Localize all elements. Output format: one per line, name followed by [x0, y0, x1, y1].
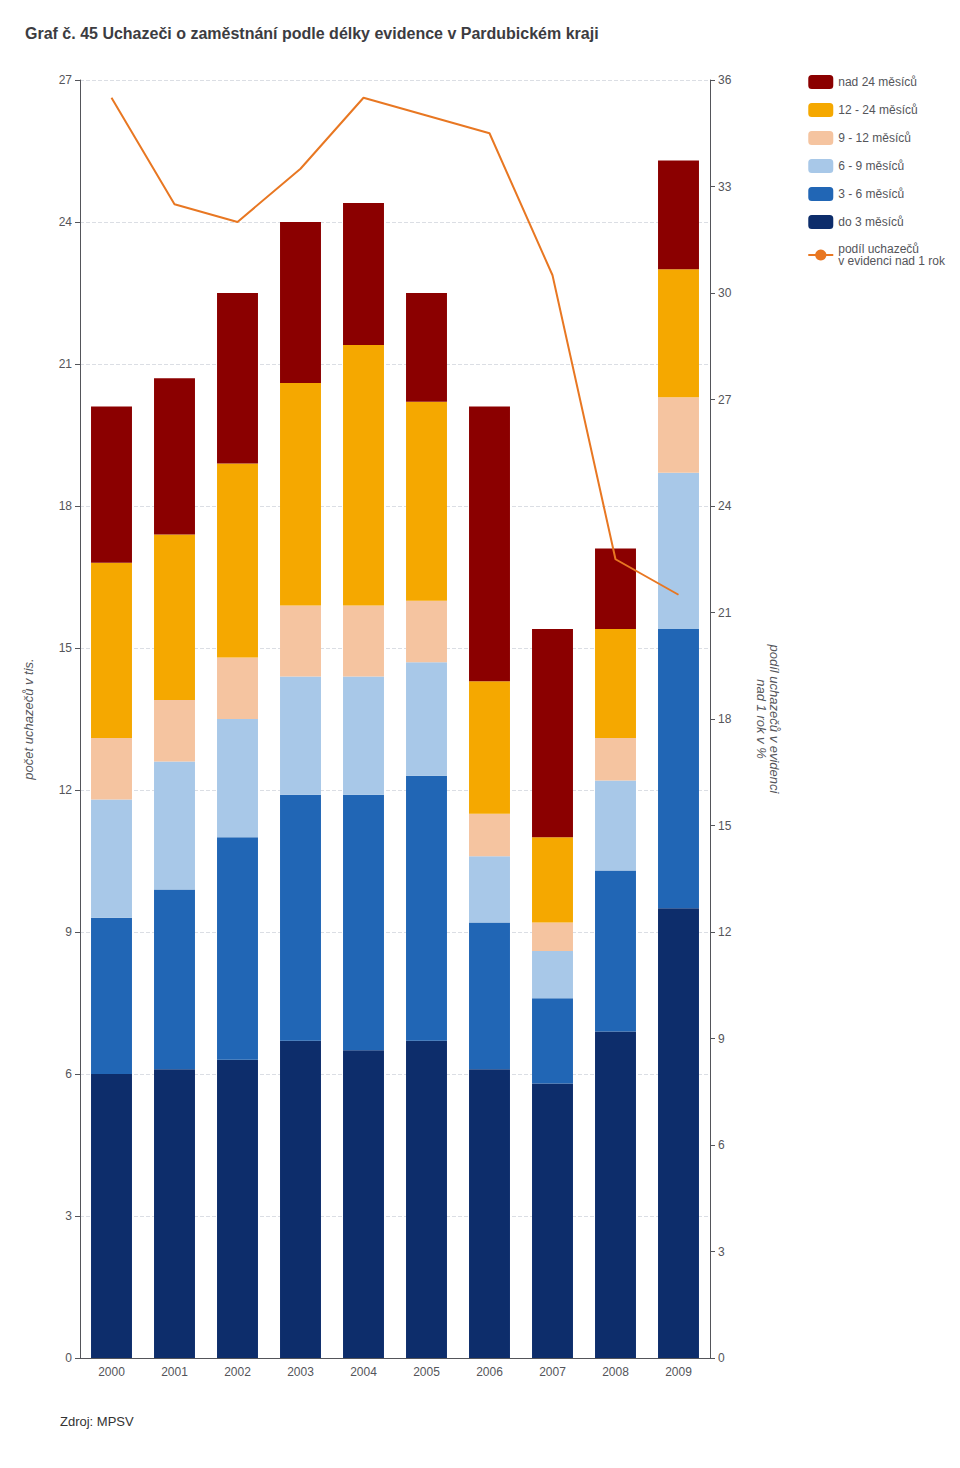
svg-text:2009: 2009	[665, 1365, 692, 1379]
svg-text:15: 15	[59, 641, 73, 655]
svg-text:3: 3	[65, 1209, 72, 1223]
svg-text:nad 1 rok v %: nad 1 rok v %	[754, 679, 769, 759]
svg-text:15: 15	[718, 819, 732, 833]
svg-text:30: 30	[718, 286, 732, 300]
svg-text:2007: 2007	[539, 1365, 566, 1379]
svg-text:do 3 měsíců: do 3 měsíců	[838, 215, 903, 229]
svg-text:2006: 2006	[476, 1365, 503, 1379]
svg-text:3 - 6 měsíců: 3 - 6 měsíců	[838, 187, 904, 201]
svg-text:Graf č. 45 Uchazeči o zaměstná: Graf č. 45 Uchazeči o zaměstnání podle d…	[25, 25, 599, 42]
svg-text:3: 3	[718, 1245, 725, 1259]
svg-text:2005: 2005	[413, 1365, 440, 1379]
svg-text:2002: 2002	[224, 1365, 251, 1379]
svg-text:2000: 2000	[98, 1365, 125, 1379]
svg-text:21: 21	[718, 606, 732, 620]
svg-text:27: 27	[59, 73, 73, 87]
svg-text:27: 27	[718, 393, 732, 407]
svg-text:Zdroj: MPSV: Zdroj: MPSV	[60, 1414, 134, 1429]
svg-text:12: 12	[718, 925, 732, 939]
svg-text:v evidenci nad 1 rok: v evidenci nad 1 rok	[838, 254, 946, 268]
svg-text:0: 0	[718, 1351, 725, 1365]
svg-text:21: 21	[59, 357, 73, 371]
svg-text:6: 6	[65, 1067, 72, 1081]
svg-text:podíl uchazečů: podíl uchazečů	[838, 242, 919, 256]
svg-text:2001: 2001	[161, 1365, 188, 1379]
svg-text:2004: 2004	[350, 1365, 377, 1379]
svg-text:24: 24	[718, 499, 732, 513]
svg-text:nad 24 měsíců: nad 24 měsíců	[838, 75, 917, 89]
svg-text:počet uchazečů v tis.: počet uchazečů v tis.	[21, 658, 36, 780]
svg-text:6 - 9 měsíců: 6 - 9 měsíců	[838, 159, 904, 173]
svg-text:33: 33	[718, 180, 732, 194]
svg-text:2008: 2008	[602, 1365, 629, 1379]
svg-text:36: 36	[718, 73, 732, 87]
svg-text:12 - 24 měsíců: 12 - 24 měsíců	[838, 103, 917, 117]
svg-text:0: 0	[65, 1351, 72, 1365]
svg-text:9: 9	[65, 925, 72, 939]
svg-text:2003: 2003	[287, 1365, 314, 1379]
svg-text:9: 9	[718, 1032, 725, 1046]
svg-text:18: 18	[59, 499, 73, 513]
svg-text:9 - 12 měsíců: 9 - 12 měsíců	[838, 131, 911, 145]
svg-text:6: 6	[718, 1138, 725, 1152]
svg-text:24: 24	[59, 215, 73, 229]
svg-text:18: 18	[718, 712, 732, 726]
svg-text:podíl uchazečů v evidenci: podíl uchazečů v evidenci	[767, 644, 782, 794]
svg-text:12: 12	[59, 783, 73, 797]
